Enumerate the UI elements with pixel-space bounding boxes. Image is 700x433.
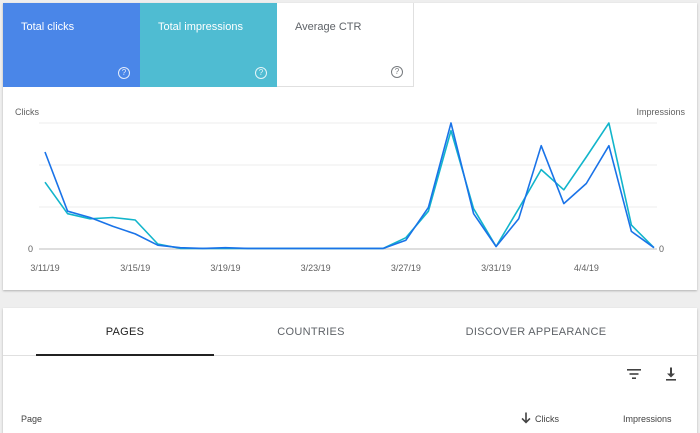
download-icon[interactable] (663, 366, 679, 382)
metric-tiles: Total clicks ? Total impressions ? Avera… (3, 3, 414, 87)
metric-total-impressions-label: Total impressions (158, 21, 243, 33)
x-tick-label: 3/11/19 (30, 263, 59, 273)
x-tick-label: 4/4/19 (574, 263, 599, 273)
metric-total-clicks[interactable]: Total clicks ? (3, 3, 140, 87)
tab-discover-appearance[interactable]: DISCOVER APPEARANCE (465, 326, 607, 338)
metric-total-impressions[interactable]: Total impressions ? (140, 3, 277, 87)
breakdown-card: PAGES COUNTRIES DISCOVER APPEARANCE Page… (3, 308, 697, 433)
left-axis-label: Clicks (15, 107, 39, 117)
x-tick-label: 3/19/19 (210, 263, 240, 273)
tab-bar: PAGES COUNTRIES DISCOVER APPEARANCE (3, 308, 697, 356)
series-line-impressions (44, 122, 655, 250)
column-header-clicks[interactable]: Clicks (535, 414, 559, 424)
column-header-impressions[interactable]: Impressions (623, 414, 672, 424)
x-tick-label: 3/31/19 (481, 263, 511, 273)
arrow-down-icon (521, 412, 531, 424)
metric-average-ctr[interactable]: Average CTR ? (277, 3, 414, 87)
performance-card: Total clicks ? Total impressions ? Avera… (3, 3, 697, 290)
left-axis-zero: 0 (28, 244, 33, 254)
right-axis-label: Impressions (636, 107, 685, 117)
help-icon[interactable]: ? (391, 66, 403, 78)
right-axis-zero: 0 (659, 244, 664, 254)
active-tab-indicator (36, 354, 214, 356)
filter-icon[interactable] (626, 366, 642, 382)
metric-total-clicks-label: Total clicks (21, 21, 75, 33)
metric-average-ctr-label: Average CTR (295, 21, 362, 33)
tab-pages[interactable]: PAGES (105, 326, 145, 338)
help-icon[interactable]: ? (255, 67, 267, 79)
x-tick-label: 3/15/19 (120, 263, 150, 273)
tab-countries[interactable]: COUNTRIES (277, 326, 345, 338)
performance-chart: 0 0 3/11/19 3/15/19 3/19/19 3/23/19 3/27/19 3… (28, 122, 664, 273)
help-icon[interactable]: ? (118, 67, 130, 79)
series-line-clicks (44, 122, 655, 250)
x-tick-label: 3/23/19 (301, 263, 331, 273)
x-tick-label: 3/27/19 (391, 263, 421, 273)
column-header-page[interactable]: Page (21, 414, 43, 424)
